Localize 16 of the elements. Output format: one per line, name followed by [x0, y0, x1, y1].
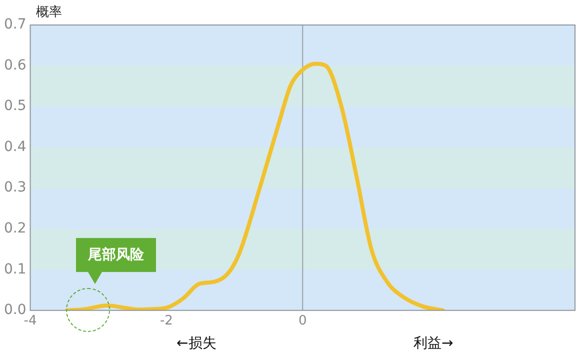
y-tick-label: 0.7: [4, 16, 26, 33]
y-tick-label: 0.4: [4, 138, 26, 155]
y-tick-label: 0.6: [4, 57, 26, 74]
text: ←损失: [176, 336, 216, 352]
y-tick-label: 0.2: [4, 220, 26, 236]
line-series: [65, 62, 445, 310]
y-tick-label: 0.5: [4, 98, 26, 114]
y-tick-label: 0.1: [4, 261, 26, 278]
x-tick-label: -2: [160, 314, 173, 329]
x-tick-label: -4: [24, 314, 37, 329]
x-tick-label: 0: [298, 314, 307, 329]
annotation: 尾部风险: [88, 247, 144, 264]
y-tick-label: 0.3: [4, 180, 26, 196]
text: 利益→: [414, 336, 454, 352]
y-tick-label: 0.0: [4, 302, 26, 318]
y-axis-title: 概率: [36, 4, 62, 20]
